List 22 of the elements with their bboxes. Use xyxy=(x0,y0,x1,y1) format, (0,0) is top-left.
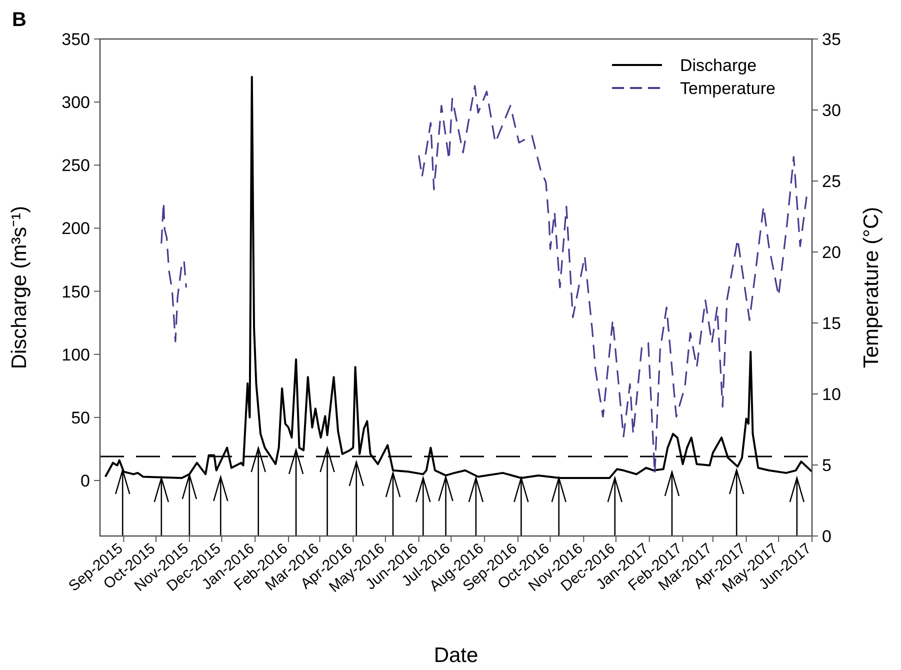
y-tick-label: 0 xyxy=(80,471,90,490)
y2-tick-label: 20 xyxy=(822,243,841,262)
y2-tick-label: 15 xyxy=(822,314,841,333)
y2-tick-label: 10 xyxy=(822,385,841,404)
y2-tick-label: 30 xyxy=(822,101,841,120)
legend-label: Discharge xyxy=(680,56,757,75)
y-tick-label: 300 xyxy=(62,93,90,112)
y2-axis-title: Temperature (°C) xyxy=(860,206,883,368)
y-tick-label: 200 xyxy=(62,219,90,238)
y2-tick-label: 35 xyxy=(822,30,841,49)
y-tick-label: 100 xyxy=(62,345,90,364)
y-axis-title: Discharge (m³s⁻¹) xyxy=(8,206,31,370)
y2-tick-label: 5 xyxy=(822,456,832,475)
y-tick-label: 350 xyxy=(62,30,90,49)
y-tick-label: 50 xyxy=(71,408,90,428)
y2-tick-label: 0 xyxy=(822,527,832,546)
legend-label: Temperature xyxy=(680,79,776,98)
y-tick-label: 150 xyxy=(62,282,90,302)
y2-tick-label: 25 xyxy=(822,172,841,191)
chart-title: B xyxy=(12,9,26,31)
y-tick-label: 250 xyxy=(62,156,90,176)
x-axis-title: Date xyxy=(434,644,478,667)
